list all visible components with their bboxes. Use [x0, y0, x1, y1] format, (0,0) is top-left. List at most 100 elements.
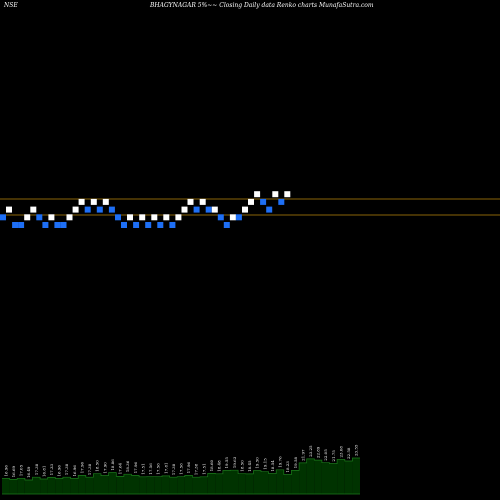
volume-bar [93, 473, 101, 494]
volume-label: 16.69 [11, 465, 16, 477]
volume-bar [321, 462, 330, 494]
renko-brick-up [102, 198, 109, 205]
volume-label: 21.97 [300, 449, 305, 461]
volume-label: 22.89 [316, 446, 321, 458]
volume-label: 17.33 [49, 463, 54, 475]
renko-brick-up [163, 214, 170, 221]
volume-bar [245, 473, 254, 494]
volume-bar [70, 478, 79, 494]
volume-bar [299, 462, 307, 494]
volume-label: 17.64 [118, 462, 123, 474]
renko-brick-up [72, 206, 79, 213]
volume-label: 21.75 [331, 450, 336, 462]
renko-brick-down [205, 206, 212, 213]
renko-brick-up [151, 214, 158, 221]
volume-label: 18.54 [270, 460, 275, 472]
volume-label: 16.96 [72, 465, 77, 477]
volume-bar [139, 476, 147, 494]
renko-brick-up [6, 206, 12, 213]
renko-bricks [0, 191, 291, 228]
volume-bar [291, 470, 299, 494]
volume-bar [169, 477, 178, 494]
renko-brick-down [84, 206, 91, 213]
volume-bar [207, 473, 216, 494]
renko-brick-down [145, 222, 152, 228]
renko-brick-up [284, 191, 291, 198]
renko-brick-down [18, 222, 25, 228]
volume-bar [154, 476, 162, 494]
volume-label: 17.96 [80, 461, 85, 473]
volume-bar [177, 476, 185, 494]
renko-brick-down [169, 222, 176, 228]
renko-brick-up [181, 206, 188, 213]
renko-brick-up [48, 214, 55, 221]
volume-label: 18.36 [125, 460, 130, 472]
renko-brick-down [223, 222, 230, 228]
volume-bar [337, 459, 345, 494]
volume-bar [283, 474, 292, 494]
volume-label: 19.50 [255, 457, 260, 469]
volume-label: 17.90 [102, 462, 107, 474]
volume-bar [261, 471, 269, 494]
volume-bar [230, 470, 239, 494]
renko-brick-down [36, 214, 43, 221]
volume-label: 17.56 [148, 463, 153, 475]
volume-bar [24, 480, 33, 494]
volume-label: 17.38 [64, 463, 69, 475]
volume-label: 17.38 [34, 463, 39, 475]
volume-label: 17.56 [156, 463, 161, 475]
renko-brick-down [133, 222, 140, 228]
renko-brick-down [278, 198, 285, 205]
renko-brick-down [115, 214, 121, 221]
renko-brick-down [42, 222, 49, 228]
renko-brick-down [266, 206, 273, 213]
renko-brick-down [193, 206, 200, 213]
volume-label: 23.08 [339, 446, 344, 458]
renko-brick-down [121, 222, 127, 228]
renko-brick-up [139, 214, 146, 221]
volume-label: 17.96 [186, 461, 191, 473]
volume-bar [162, 475, 170, 494]
renko-brick-up [254, 191, 261, 198]
volume-bar [108, 472, 117, 494]
volume-bar [146, 476, 155, 494]
volume-bar [9, 479, 18, 494]
volume-label: 16.81 [41, 466, 46, 477]
exchange-label: NSE [4, 2, 18, 9]
volume-bar [47, 477, 56, 494]
volume-bar [329, 463, 338, 494]
renko-brick-down [235, 214, 242, 221]
volume-bar [192, 477, 200, 494]
renko-brick-down [12, 222, 19, 228]
volume-label: 19.15 [262, 458, 267, 470]
volume-labels: 16.96 16.69 17.05 16.49 17.38 16.81 17.33 16.96… [3, 444, 358, 478]
volume-bar [32, 477, 41, 494]
volume-label: 17.38 [87, 463, 92, 475]
volume-bar [200, 476, 208, 494]
volume-label: 17.51 [201, 463, 206, 474]
volume-label: 18.45 [247, 460, 252, 472]
volume-bar [238, 473, 246, 494]
renko-brick-down [157, 222, 164, 228]
volume-bar [276, 469, 284, 494]
volume-bar [85, 477, 94, 494]
renko-brick-down [108, 206, 115, 213]
renko-brick-up [211, 206, 218, 213]
volume-bar [40, 479, 48, 494]
renko-brick-up [229, 214, 236, 221]
volume-label: 16.49 [26, 466, 31, 478]
volume-bar [352, 458, 360, 494]
volume-bar [268, 473, 277, 494]
volume-label: 17.38 [194, 463, 199, 475]
volume-bar [101, 475, 109, 494]
volume-bar [184, 475, 193, 494]
volume-label: 22.58 [346, 447, 351, 459]
renko-brick-up [187, 198, 194, 205]
volume-label: 19.58 [293, 456, 298, 468]
renko-brick-down [260, 198, 267, 205]
volume-label: 17.56 [179, 463, 184, 475]
renko-brick-down [60, 222, 67, 228]
volume-label: 18.60 [209, 459, 214, 471]
renko-brick-up [90, 198, 97, 205]
